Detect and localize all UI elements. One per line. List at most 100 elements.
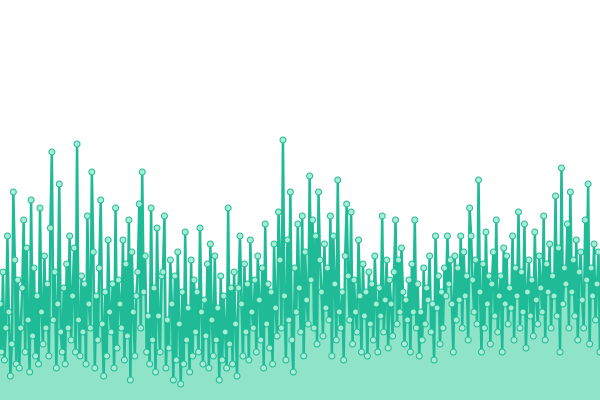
data-point [489, 248, 497, 256]
data-point [209, 352, 217, 360]
data-point [417, 308, 425, 316]
data-point [402, 296, 410, 304]
data-point [449, 348, 457, 356]
data-point [147, 204, 155, 212]
data-point [411, 216, 419, 224]
data-point [277, 324, 285, 332]
data-point [275, 208, 283, 216]
data-point [61, 360, 69, 368]
data-point [392, 216, 400, 224]
data-point [595, 248, 600, 256]
data-point [258, 264, 266, 272]
data-point [313, 340, 321, 348]
data-point [451, 252, 459, 260]
data-point [272, 304, 280, 312]
data-point [212, 336, 220, 344]
data-point [369, 336, 377, 344]
data-point [383, 256, 391, 264]
data-point [181, 228, 189, 236]
data-point [39, 340, 47, 348]
data-point [384, 344, 392, 352]
data-point [423, 284, 431, 292]
data-point [3, 232, 11, 240]
data-point [92, 292, 100, 300]
data-point [255, 296, 263, 304]
data-point [184, 304, 192, 312]
data-point [273, 332, 281, 340]
data-point [280, 292, 288, 300]
data-point [100, 372, 108, 380]
data-point [504, 320, 512, 328]
data-point [301, 248, 309, 256]
data-point [187, 256, 195, 264]
data-point [249, 324, 257, 332]
data-point [485, 272, 493, 280]
data-point [586, 340, 594, 348]
data-point [350, 276, 358, 284]
data-point [426, 252, 434, 260]
data-point [20, 216, 28, 224]
data-point [408, 260, 416, 268]
data-point [252, 348, 260, 356]
data-point [525, 256, 533, 264]
data-point [64, 324, 72, 332]
data-point [472, 256, 480, 264]
data-point [381, 296, 389, 304]
data-point [150, 284, 158, 292]
data-point [119, 236, 127, 244]
data-point [295, 284, 303, 292]
data-point [427, 328, 435, 336]
data-point [331, 280, 339, 288]
data-point [497, 272, 505, 280]
data-point [88, 168, 96, 176]
data-point [377, 312, 385, 320]
data-point [263, 320, 271, 328]
data-point [75, 316, 83, 324]
data-point [483, 300, 491, 308]
data-point [396, 308, 404, 316]
data-point [203, 260, 211, 268]
data-point [393, 320, 401, 328]
series-points [0, 136, 600, 388]
data-point [371, 252, 379, 260]
data-point [98, 320, 106, 328]
data-point [24, 316, 32, 324]
data-point [571, 312, 579, 320]
data-point [171, 272, 179, 280]
data-point [183, 336, 191, 344]
data-point [261, 220, 269, 228]
data-point [375, 284, 383, 292]
data-point [49, 316, 57, 324]
data-point [461, 292, 469, 300]
data-point [412, 324, 420, 332]
data-point [460, 248, 468, 256]
data-point [512, 264, 520, 272]
data-point [29, 332, 37, 340]
data-point [132, 292, 140, 300]
data-point [541, 336, 549, 344]
data-point [328, 352, 336, 360]
data-point [200, 296, 208, 304]
data-point [113, 344, 121, 352]
data-point [215, 376, 223, 384]
data-point [315, 188, 323, 196]
data-point [73, 140, 81, 148]
data-point [503, 252, 511, 260]
data-point [403, 316, 411, 324]
data-point [470, 308, 478, 316]
data-point [469, 276, 477, 284]
data-point [477, 348, 485, 356]
data-point [421, 320, 429, 328]
data-point [189, 352, 197, 360]
data-point [378, 212, 386, 220]
data-point [27, 196, 35, 204]
data-point [458, 324, 466, 332]
data-point [66, 232, 74, 240]
data-point [583, 276, 591, 284]
data-point [589, 292, 597, 300]
data-point [581, 216, 589, 224]
data-point [82, 360, 90, 368]
data-point [107, 328, 115, 336]
data-point [563, 220, 571, 228]
data-point [389, 332, 397, 340]
